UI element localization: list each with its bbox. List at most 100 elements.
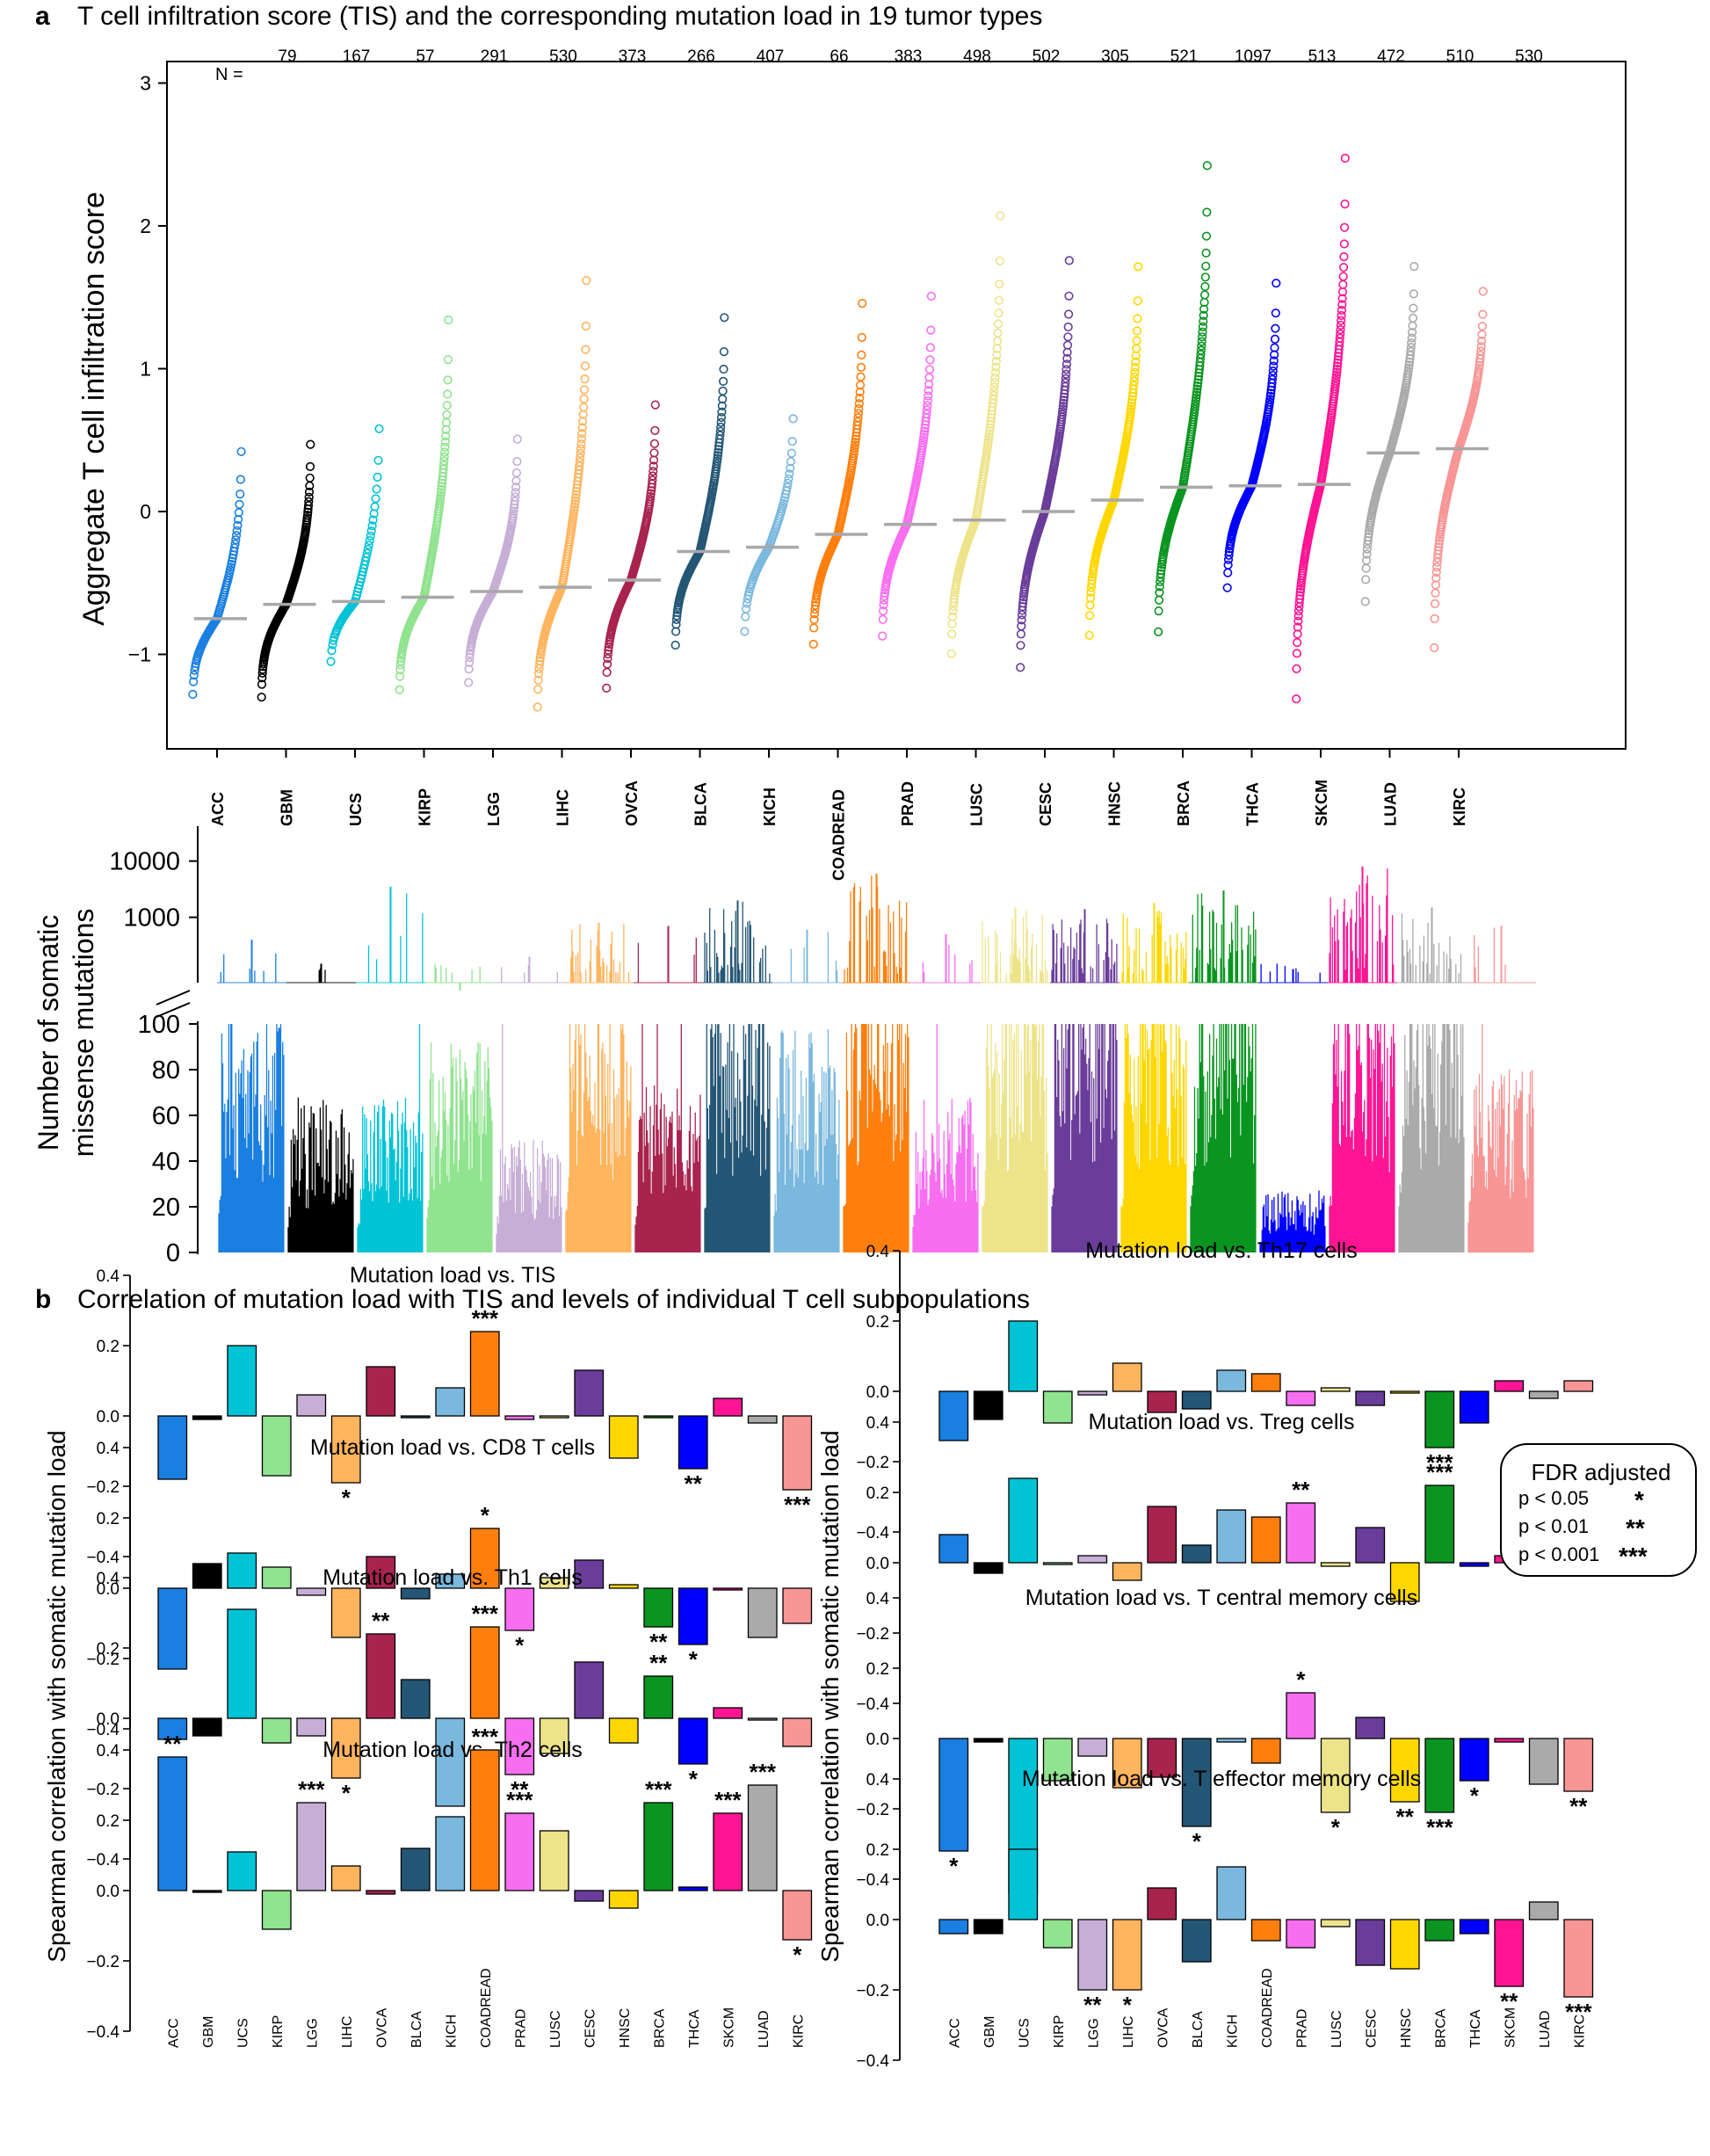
- tis-point: [1434, 535, 1445, 546]
- tis-point: [718, 386, 728, 396]
- significance-mark: **: [1569, 1793, 1588, 1819]
- tis-scatter-chart: Aggregate T cell infiltration score N = …: [77, 47, 1627, 881]
- tis-point: [1087, 578, 1097, 589]
- corr-bar-prad: [1286, 1502, 1316, 1564]
- correlation-category-lihc: LIHC: [340, 2016, 355, 2048]
- tis-point: [578, 417, 588, 426]
- tis-point: [1434, 542, 1444, 552]
- significance-mark: **: [1396, 1804, 1415, 1830]
- n-label: N =: [215, 65, 243, 84]
- tis-point: [1475, 364, 1484, 374]
- corr-bar-thca: [1459, 1738, 1489, 1782]
- tis-point: [989, 382, 999, 392]
- corr-bar-kirc: [782, 1890, 813, 1941]
- correlation-category-prad: PRAD: [1294, 2009, 1309, 2048]
- tis-point: [570, 499, 580, 509]
- tis-point: [1292, 694, 1301, 704]
- tis-series-blca: [670, 313, 729, 650]
- tis-point: [1404, 360, 1414, 370]
- corr-bar-acc: [157, 1756, 188, 1891]
- fdr-legend-row-2-sym: **: [1626, 1514, 1645, 1542]
- significance-mark: **: [163, 1731, 182, 1757]
- tis-point: [1193, 374, 1203, 385]
- correlation-y-tick-label: 0.4: [866, 1771, 890, 1789]
- corr-bar-kirp: [1042, 1738, 1073, 1782]
- significance-mark: ***: [472, 1724, 499, 1750]
- tis-point: [1017, 615, 1026, 625]
- corr-bar-coadread: [469, 1749, 500, 1891]
- mutation-upper-bars: [434, 963, 481, 983]
- corr-bar-kirc: [782, 1415, 813, 1491]
- tis-point: [716, 417, 726, 427]
- tis-point: [1407, 328, 1417, 338]
- tis-point: [1335, 333, 1344, 343]
- mutation-series-kirc: [1467, 926, 1536, 1252]
- corr-bar-thca: [677, 1886, 708, 1891]
- tis-point: [1477, 330, 1487, 339]
- tis-point: [1192, 390, 1201, 400]
- tis-point: [1339, 222, 1350, 232]
- tis-point: [1154, 606, 1163, 616]
- corr-bar-lgg: [1077, 1919, 1108, 1991]
- tis-category-luad: LUAD: [1382, 782, 1400, 826]
- correlation-y-tick-label: 0.0: [97, 1710, 120, 1729]
- tis-point: [374, 424, 384, 433]
- tis-point: [1129, 381, 1139, 390]
- correlation-category-kirc: KIRC: [791, 2014, 806, 2048]
- tis-y-tick-label: 2: [140, 214, 151, 237]
- tis-point: [304, 492, 314, 502]
- tis-point: [858, 299, 867, 309]
- tis-point: [444, 315, 453, 325]
- tis-point: [1337, 310, 1346, 321]
- corr-bar-hnsc: [608, 1890, 639, 1909]
- tis-point: [992, 351, 1002, 360]
- tis-point: [924, 365, 935, 374]
- tis-point: [950, 591, 960, 600]
- tis-point: [1199, 310, 1208, 321]
- tis-point: [809, 609, 820, 619]
- correlation-category-luad: LUAD: [757, 2010, 772, 2048]
- tis-point: [782, 483, 792, 492]
- tis-point: [1156, 569, 1166, 578]
- correlation-y-tick-label: 0.4: [97, 1440, 120, 1458]
- tis-point: [302, 510, 313, 520]
- tis-point: [854, 403, 864, 414]
- tis-point: [783, 478, 793, 488]
- significance-mark: **: [1292, 1477, 1310, 1503]
- tis-point: [305, 461, 315, 472]
- tis-point: [1293, 622, 1302, 632]
- tis-point: [442, 410, 452, 419]
- mutation-lower-tick-label: 40: [152, 1148, 180, 1176]
- mutation-lower-bars: [1398, 1024, 1465, 1252]
- corr-bar-gbm: [192, 1717, 222, 1737]
- tis-point: [714, 445, 723, 454]
- tis-point: [808, 639, 818, 650]
- correlation-y-tick-label: −0.2: [86, 1953, 120, 1971]
- corr-bar-prad: [1286, 1692, 1316, 1739]
- tis-point: [646, 491, 656, 502]
- correlation-y-tick-label: −0.2: [86, 1478, 120, 1497]
- tis-point: [1018, 595, 1028, 605]
- significance-mark: *: [793, 1942, 802, 1968]
- correlation-y-tick-label: 0.0: [866, 1383, 889, 1402]
- tis-category-gbm: GBM: [279, 789, 296, 826]
- tis-point: [649, 439, 660, 448]
- tis-point: [230, 539, 240, 549]
- tis-category-ovca: OVCA: [623, 780, 641, 826]
- tis-series-luad: [1360, 262, 1419, 606]
- correlation-y-tick-label: −0.4: [856, 1871, 889, 1890]
- tis-point: [1409, 303, 1418, 313]
- correlation-category-thca: THCA: [687, 2009, 702, 2048]
- corr-bar-gbm: [192, 1890, 222, 1893]
- tis-category-coadread: COADREAD: [830, 789, 848, 881]
- tis-point: [1293, 611, 1303, 621]
- corr-bar-lihc: [1112, 1738, 1142, 1789]
- correlation-category-lgg: LGG: [305, 2018, 320, 2048]
- n-count-coadread: 383: [895, 47, 923, 66]
- tis-point: [1127, 401, 1136, 410]
- corr-bar-lgg: [296, 1394, 327, 1417]
- tis-point: [1064, 256, 1074, 265]
- tis-point: [1292, 649, 1301, 658]
- correlation-panel-title: Mutation load vs. TIS: [350, 1263, 555, 1288]
